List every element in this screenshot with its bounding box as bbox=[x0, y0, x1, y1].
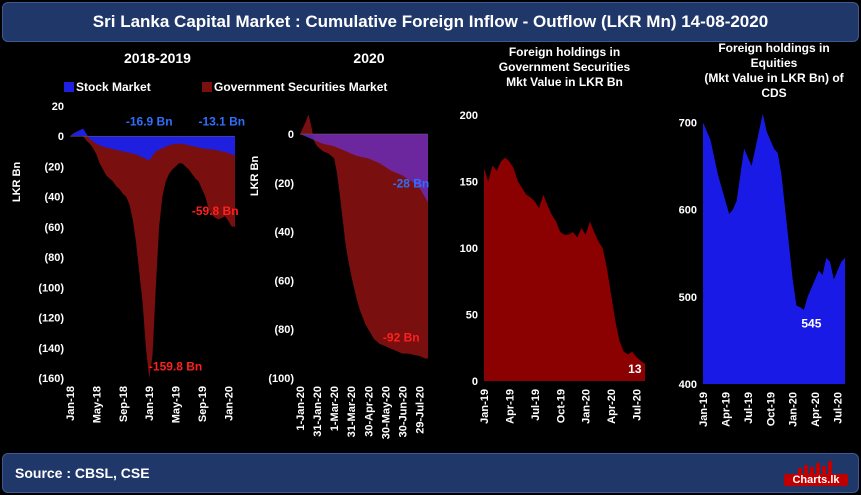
area-series-government-securities-market bbox=[70, 131, 235, 378]
x-tick-label: Jul-19 bbox=[743, 392, 755, 424]
chart-title-line: Equities bbox=[751, 56, 798, 70]
y-tick-label: 100 bbox=[460, 243, 478, 255]
x-tick-label: Apr-19 bbox=[720, 392, 732, 427]
logo-text: Charts.lk bbox=[784, 474, 848, 486]
x-tick-label: Oct-19 bbox=[765, 392, 777, 426]
data-label: 13 bbox=[628, 362, 642, 376]
y-tick-label: (20) bbox=[274, 178, 294, 190]
area-series-holdings bbox=[703, 113, 845, 384]
x-tick-label: Sep-18 bbox=[118, 386, 130, 422]
x-tick-label: May-18 bbox=[91, 386, 103, 423]
data-label: -159.8 Bn bbox=[149, 359, 202, 373]
source-text: Source : CBSL, CSE bbox=[15, 465, 150, 481]
y-tick-label: (120) bbox=[38, 313, 64, 325]
x-tick-label: Apr-20 bbox=[606, 389, 618, 424]
chart-title-line: CDS bbox=[761, 86, 786, 100]
y-tick-label: (60) bbox=[44, 222, 64, 234]
chart-title-line: (Mkt Value in LKR Bn) of bbox=[704, 71, 844, 85]
x-tick-label: 30-Apr-20 bbox=[363, 386, 375, 437]
x-tick-label: 31-Mar-20 bbox=[346, 386, 358, 437]
x-tick-label: Jan-18 bbox=[65, 386, 77, 421]
y-tick-label: (60) bbox=[274, 275, 294, 287]
chart2-group: 2020 LKR Bn 0 (20) (40) (60) (80) (100)1-Jan-20… bbox=[249, 50, 429, 439]
y-tick-label: (140) bbox=[38, 343, 64, 355]
legend-label: Stock Market bbox=[76, 80, 151, 94]
y-axis-label: LKR Bn bbox=[249, 156, 261, 197]
y-tick-label: (40) bbox=[274, 227, 294, 239]
area-series-government-securities-market bbox=[300, 114, 428, 359]
y-tick-label: 50 bbox=[466, 310, 478, 322]
y-tick-label: (160) bbox=[38, 373, 64, 385]
x-tick-label: Jan-20 bbox=[223, 386, 235, 421]
y-tick-label: 20 bbox=[52, 101, 64, 113]
y-tick-label: 200 bbox=[460, 110, 478, 122]
logo-bars-icon bbox=[798, 461, 832, 474]
x-tick-label: 29-Jul-20 bbox=[414, 386, 426, 434]
page-title: Sri Lanka Capital Market : Cumulative Fo… bbox=[92, 12, 769, 31]
x-tick-label: Oct-19 bbox=[555, 389, 567, 423]
y-tick-label: (80) bbox=[44, 252, 64, 264]
chart-title: 2020 bbox=[353, 50, 384, 66]
x-tick-label: Apr-19 bbox=[504, 389, 516, 424]
x-tick-label: 30-May-20 bbox=[380, 386, 392, 439]
area-series-holdings bbox=[484, 157, 645, 381]
legend-label: Government Securities Market bbox=[214, 80, 387, 94]
x-tick-label: Jul-20 bbox=[632, 389, 644, 421]
x-tick-label: Sep-19 bbox=[197, 386, 209, 422]
x-tick-label: Jan-19 bbox=[479, 389, 491, 424]
x-tick-label: Jul-19 bbox=[530, 389, 542, 421]
legend-swatch bbox=[202, 82, 212, 92]
data-label: 545 bbox=[801, 316, 821, 330]
chart-title-line: Government Securities bbox=[499, 60, 631, 74]
y-axis-label: LKR Bn bbox=[11, 162, 23, 203]
x-tick-label: Jan-20 bbox=[788, 392, 800, 427]
y-tick-label: 400 bbox=[679, 379, 697, 391]
x-tick-label: Jan-19 bbox=[698, 392, 710, 427]
y-tick-label: 600 bbox=[679, 205, 697, 217]
x-tick-label: Apr-20 bbox=[810, 392, 822, 427]
x-tick-label: 31-Jan-20 bbox=[312, 386, 324, 437]
x-tick-label: May-19 bbox=[171, 386, 183, 423]
chart-title-line: Mkt Value in LKR Bn bbox=[506, 75, 623, 89]
y-tick-label: (80) bbox=[274, 324, 294, 336]
y-tick-label: (20) bbox=[44, 161, 64, 173]
y-tick-label: 0 bbox=[58, 131, 64, 143]
y-tick-label: 700 bbox=[679, 117, 697, 129]
x-tick-label: 1-Jan-20 bbox=[295, 386, 307, 431]
y-tick-label: 500 bbox=[679, 292, 697, 304]
x-tick-label: Jul-20 bbox=[833, 392, 845, 424]
chart-title-line: Foreign holdings in bbox=[718, 42, 829, 55]
y-tick-label: 0 bbox=[472, 376, 478, 388]
legend-swatch bbox=[64, 82, 74, 92]
y-tick-label: 0 bbox=[288, 129, 294, 141]
data-label: -16.9 Bn bbox=[126, 115, 173, 129]
y-tick-label: (100) bbox=[38, 282, 64, 294]
area-series-stock-market bbox=[70, 128, 235, 161]
charts-lk-logo[interactable]: Charts.lk bbox=[784, 460, 848, 488]
y-tick-label: 150 bbox=[460, 177, 478, 189]
area-series-stock-market bbox=[300, 134, 428, 203]
data-label: -28 Bn bbox=[393, 177, 430, 191]
data-label: -92 Bn bbox=[383, 330, 420, 344]
chart1-group: 2018-2019 LKR Bn 20 0 (20) (40) (60) (80) (100) (… bbox=[11, 50, 387, 423]
y-tick-label: (40) bbox=[44, 192, 64, 204]
x-tick-label: 1-Mar-20 bbox=[329, 386, 341, 431]
x-tick-label: 30-Jun-20 bbox=[397, 386, 409, 437]
data-label: -13.1 Bn bbox=[198, 115, 245, 129]
x-tick-label: Jan-19 bbox=[144, 386, 156, 421]
chart-title: 2018-2019 bbox=[124, 50, 191, 66]
chart-title-line: Foreign holdings in bbox=[509, 45, 620, 59]
data-label: -59.8 Bn bbox=[192, 204, 239, 218]
y-tick-label: (100) bbox=[268, 373, 294, 385]
x-tick-label: Jan-20 bbox=[581, 389, 593, 424]
title-bar: Sri Lanka Capital Market : Cumulative Fo… bbox=[2, 2, 859, 42]
footer-bar: Source : CBSL, CSE bbox=[2, 453, 859, 493]
